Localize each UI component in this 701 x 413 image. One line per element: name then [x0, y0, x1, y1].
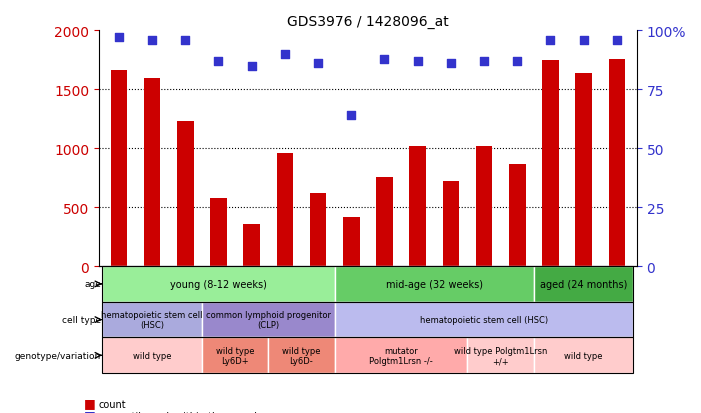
Point [147, 38, 158, 44]
Point [512, 59, 523, 65]
Bar [343, 217, 360, 266]
Point [578, 38, 590, 44]
Bar [243, 224, 260, 266]
Bar [409, 147, 426, 266]
Text: count: count [98, 399, 125, 409]
Text: hematopoietic stem cell
(HSC): hematopoietic stem cell (HSC) [101, 310, 203, 330]
Point [611, 38, 622, 44]
Point [114, 35, 125, 42]
FancyBboxPatch shape [468, 338, 534, 373]
FancyBboxPatch shape [102, 266, 334, 302]
FancyBboxPatch shape [202, 338, 268, 373]
Text: percentile rank within the sample: percentile rank within the sample [98, 411, 263, 413]
FancyBboxPatch shape [334, 266, 534, 302]
Bar [276, 154, 293, 266]
Point [246, 63, 257, 70]
FancyBboxPatch shape [202, 302, 334, 338]
FancyBboxPatch shape [534, 266, 634, 302]
Text: cell type: cell type [62, 316, 101, 324]
Bar [442, 182, 459, 266]
FancyBboxPatch shape [102, 302, 202, 338]
Bar [177, 122, 193, 266]
Text: hematopoietic stem cell (HSC): hematopoietic stem cell (HSC) [420, 316, 548, 324]
Bar [542, 61, 559, 266]
Point [346, 113, 357, 119]
FancyBboxPatch shape [334, 302, 634, 338]
FancyBboxPatch shape [334, 338, 468, 373]
Point [479, 59, 490, 65]
FancyBboxPatch shape [102, 338, 202, 373]
Bar [476, 147, 492, 266]
FancyBboxPatch shape [268, 338, 334, 373]
Point [412, 59, 423, 65]
Text: mid-age (32 weeks): mid-age (32 weeks) [386, 279, 483, 289]
Point [179, 38, 191, 44]
Bar [210, 198, 226, 266]
Text: wild type
Ly6D+: wild type Ly6D+ [216, 346, 254, 365]
Bar [310, 194, 327, 266]
Text: wild type: wild type [132, 351, 171, 360]
Title: GDS3976 / 1428096_at: GDS3976 / 1428096_at [287, 15, 449, 29]
Text: young (8-12 weeks): young (8-12 weeks) [170, 279, 267, 289]
Point [313, 61, 324, 68]
Bar [608, 59, 625, 266]
Text: common lymphoid progenitor
(CLP): common lymphoid progenitor (CLP) [205, 310, 331, 330]
Text: wild type: wild type [564, 351, 603, 360]
Point [279, 52, 290, 58]
Point [213, 59, 224, 65]
Text: aged (24 months): aged (24 months) [540, 279, 627, 289]
Bar [576, 74, 592, 266]
Text: age: age [84, 280, 101, 289]
Bar [509, 164, 526, 266]
Text: wild type Polgtm1Lrsn
+/+: wild type Polgtm1Lrsn +/+ [454, 346, 547, 365]
Text: ■: ■ [84, 396, 96, 409]
Point [445, 61, 456, 68]
Text: genotype/variation: genotype/variation [15, 351, 101, 360]
Bar [111, 71, 127, 266]
FancyBboxPatch shape [534, 338, 634, 373]
Point [379, 56, 390, 63]
Bar [144, 78, 161, 266]
Text: mutator
Polgtm1Lrsn -/-: mutator Polgtm1Lrsn -/- [369, 346, 433, 365]
Point [545, 38, 556, 44]
Bar [376, 177, 393, 266]
Text: ■: ■ [84, 408, 96, 413]
Text: wild type
Ly6D-: wild type Ly6D- [283, 346, 320, 365]
